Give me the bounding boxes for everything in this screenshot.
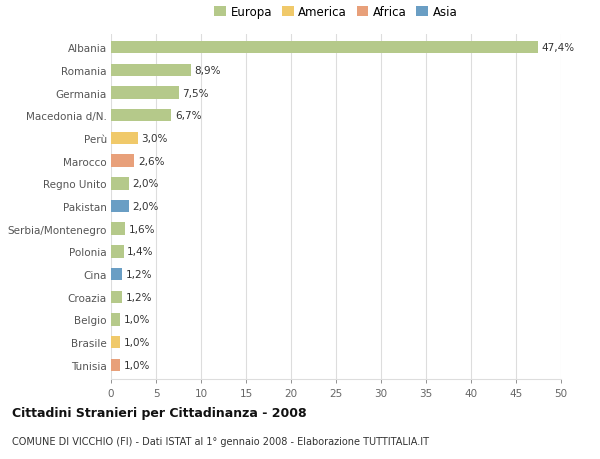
Bar [111, 155, 134, 168]
Text: 3,0%: 3,0% [142, 134, 168, 144]
Bar [111, 246, 124, 258]
Bar [111, 42, 538, 54]
Text: 1,4%: 1,4% [127, 247, 154, 257]
Text: 2,6%: 2,6% [138, 156, 164, 166]
Bar [111, 132, 138, 145]
Text: 1,2%: 1,2% [125, 269, 152, 280]
Legend: Europa, America, Africa, Asia: Europa, America, Africa, Asia [212, 4, 460, 22]
Bar [111, 313, 120, 326]
Text: 8,9%: 8,9% [194, 66, 221, 76]
Text: 6,7%: 6,7% [175, 111, 202, 121]
Text: 1,6%: 1,6% [129, 224, 155, 234]
Bar [111, 110, 172, 122]
Text: 1,0%: 1,0% [124, 360, 150, 370]
Bar [111, 87, 179, 100]
Bar [111, 223, 125, 235]
Text: 1,0%: 1,0% [124, 337, 150, 347]
Text: 7,5%: 7,5% [182, 88, 209, 98]
Bar [111, 291, 122, 303]
Bar [111, 359, 120, 371]
Text: 1,0%: 1,0% [124, 315, 150, 325]
Text: Cittadini Stranieri per Cittadinanza - 2008: Cittadini Stranieri per Cittadinanza - 2… [12, 406, 307, 419]
Text: 2,0%: 2,0% [133, 202, 159, 212]
Bar [111, 268, 122, 281]
Bar [111, 200, 129, 213]
Text: 1,2%: 1,2% [125, 292, 152, 302]
Text: COMUNE DI VICCHIO (FI) - Dati ISTAT al 1° gennaio 2008 - Elaborazione TUTTITALIA: COMUNE DI VICCHIO (FI) - Dati ISTAT al 1… [12, 436, 429, 446]
Bar [111, 178, 129, 190]
Bar [111, 64, 191, 77]
Text: 2,0%: 2,0% [133, 179, 159, 189]
Bar [111, 336, 120, 349]
Text: 47,4%: 47,4% [541, 43, 574, 53]
